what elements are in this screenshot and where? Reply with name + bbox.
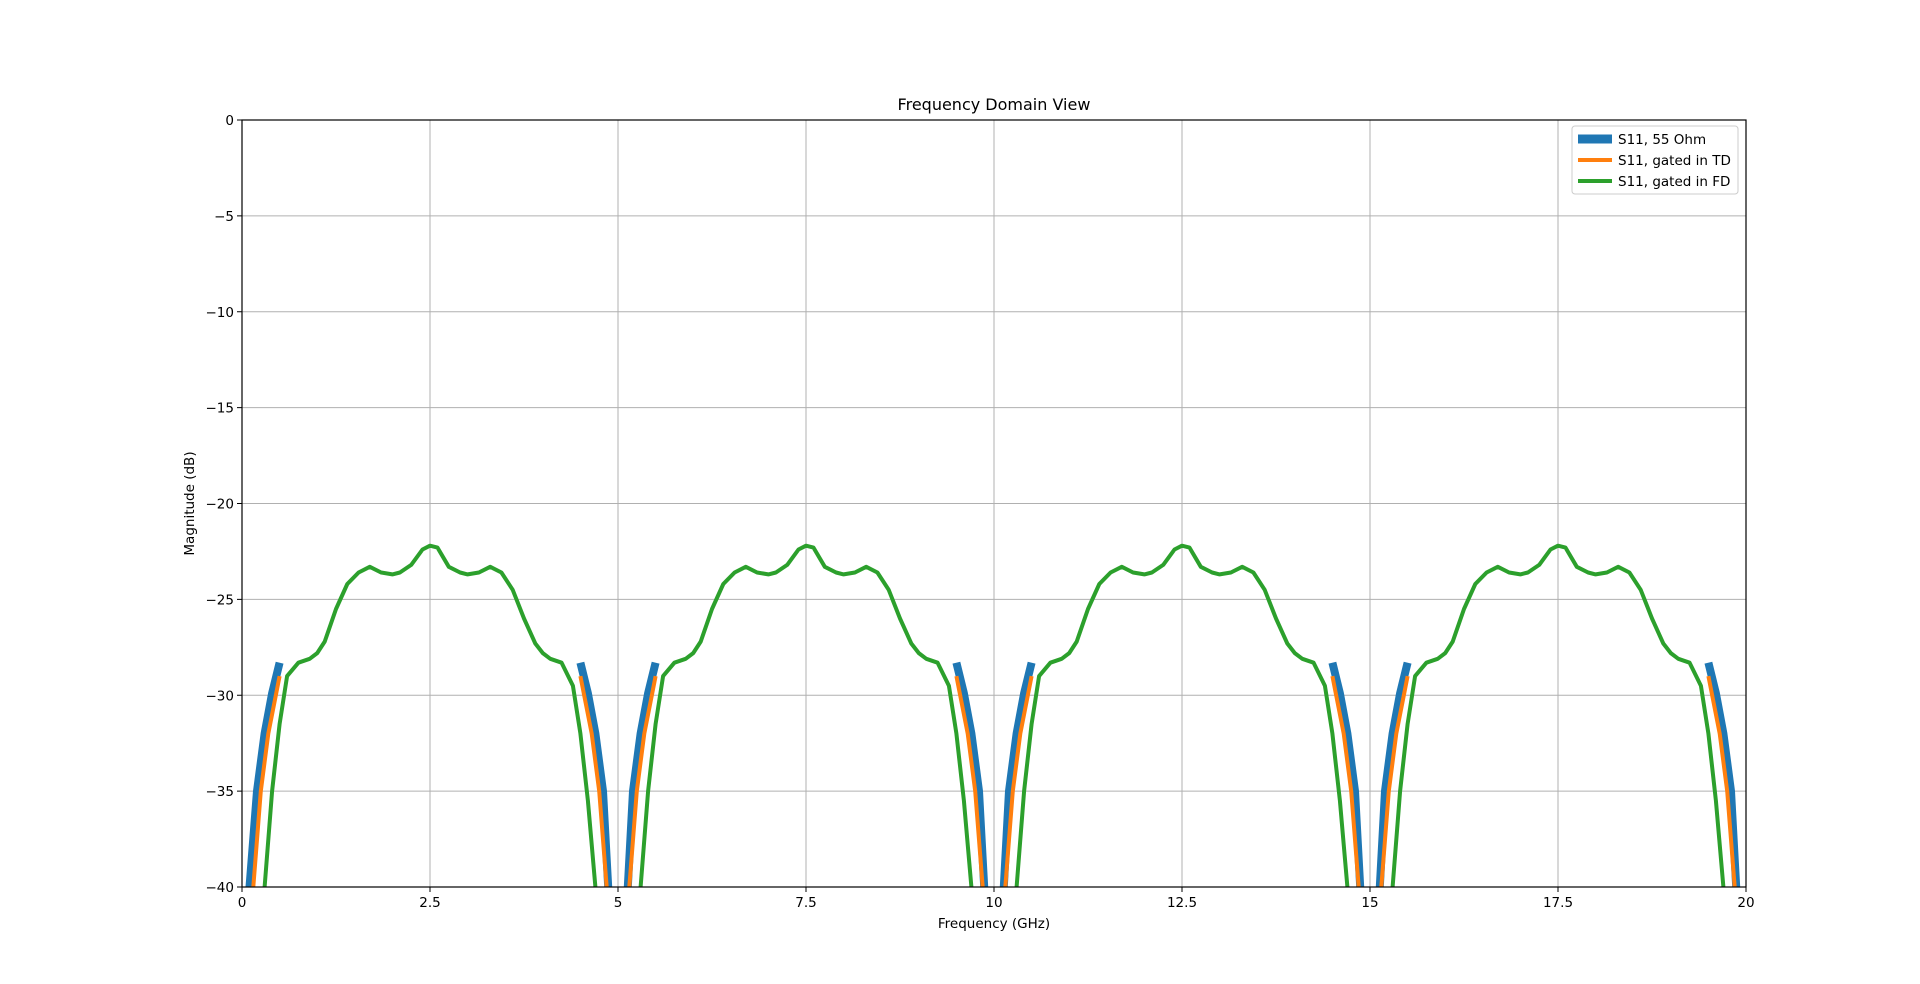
y-tick-label: 0 xyxy=(225,113,234,129)
chart-title: Frequency Domain View xyxy=(898,95,1091,114)
x-tick-label: 7.5 xyxy=(795,895,816,911)
y-tick-label: −5 xyxy=(214,209,234,225)
y-tick-label: −35 xyxy=(206,784,235,800)
x-tick-label: 2.5 xyxy=(419,895,440,911)
y-tick-label: −40 xyxy=(206,880,235,896)
x-tick-label: 15 xyxy=(1361,895,1378,911)
legend-label-s11-gated-fd: S11, gated in FD xyxy=(1618,174,1730,190)
legend-label-s11-55-ohm: S11, 55 Ohm xyxy=(1618,132,1706,148)
x-tick-label: 20 xyxy=(1737,895,1754,911)
x-axis-label: Frequency (GHz) xyxy=(938,916,1050,932)
tick-layer: 0 2.5 5 7.5 10 12.5 15 17.5 20 0 −5 −10 −15 −20 −25 −30… xyxy=(206,113,1755,911)
series-layer xyxy=(245,543,1741,887)
x-tick-label: 12.5 xyxy=(1167,895,1197,911)
y-tick-label: −15 xyxy=(206,401,235,417)
legend-label-s11-gated-td: S11, gated in TD xyxy=(1618,153,1731,169)
y-tick-label: −30 xyxy=(206,688,235,704)
y-tick-label: −20 xyxy=(206,497,235,513)
y-axis-label: Magnitude (dB) xyxy=(182,451,198,555)
series-line-s11-gated-fd xyxy=(262,543,1726,887)
legend-box xyxy=(1571,125,1739,195)
series-line-s11-gated-td xyxy=(251,675,1737,887)
x-tick-label: 0 xyxy=(238,895,247,911)
x-tick-label: 5 xyxy=(614,895,623,911)
legend: S11, 55 Ohm S11, gated in TD S11, gated … xyxy=(1571,125,1739,195)
series-line-s11-55-ohm xyxy=(245,661,1741,887)
y-tick-label: −10 xyxy=(206,305,235,321)
x-tick-label: 17.5 xyxy=(1543,895,1573,911)
y-tick-label: −25 xyxy=(206,592,235,608)
x-tick-label: 10 xyxy=(985,895,1002,911)
